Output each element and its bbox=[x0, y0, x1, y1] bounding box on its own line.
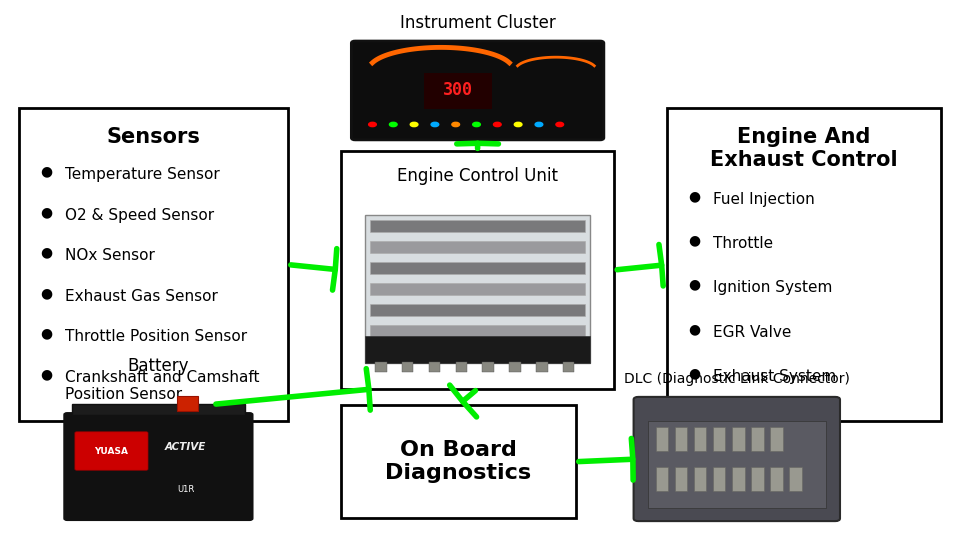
Bar bbox=[694, 427, 707, 451]
Bar bbox=[694, 467, 707, 491]
Bar bbox=[789, 467, 802, 491]
Text: Throttle: Throttle bbox=[713, 236, 774, 251]
Circle shape bbox=[515, 122, 522, 127]
Text: ACTIVE: ACTIVE bbox=[165, 442, 206, 452]
Text: ●: ● bbox=[688, 233, 701, 247]
Text: ●: ● bbox=[40, 165, 53, 179]
Circle shape bbox=[535, 122, 542, 127]
Bar bbox=[713, 467, 726, 491]
Text: ●: ● bbox=[688, 366, 701, 380]
Text: ●: ● bbox=[40, 246, 53, 260]
Bar bbox=[770, 467, 782, 491]
Bar bbox=[371, 262, 585, 274]
Circle shape bbox=[556, 122, 564, 127]
Text: Temperature Sensor: Temperature Sensor bbox=[65, 167, 220, 183]
Text: ●: ● bbox=[40, 286, 53, 300]
Bar bbox=[72, 404, 245, 415]
FancyBboxPatch shape bbox=[351, 41, 604, 140]
Bar bbox=[371, 241, 585, 253]
Text: DLC (Diagnostic Link Connector): DLC (Diagnostic Link Connector) bbox=[624, 372, 850, 386]
Bar bbox=[751, 467, 763, 491]
Text: Battery: Battery bbox=[128, 357, 189, 375]
Bar bbox=[732, 467, 745, 491]
Bar bbox=[371, 304, 585, 316]
Bar bbox=[341, 151, 614, 389]
FancyBboxPatch shape bbox=[75, 432, 148, 470]
FancyBboxPatch shape bbox=[64, 413, 252, 520]
Text: ●: ● bbox=[40, 327, 53, 341]
Bar bbox=[675, 427, 687, 451]
Circle shape bbox=[369, 122, 376, 127]
Bar bbox=[732, 427, 745, 451]
Text: Instrument Cluster: Instrument Cluster bbox=[399, 15, 556, 32]
Bar bbox=[371, 283, 585, 295]
Text: Exhaust Gas Sensor: Exhaust Gas Sensor bbox=[65, 289, 218, 304]
Text: ●: ● bbox=[40, 205, 53, 219]
Text: ●: ● bbox=[688, 322, 701, 336]
Bar bbox=[341, 405, 576, 518]
Circle shape bbox=[452, 122, 460, 127]
Bar bbox=[675, 467, 687, 491]
Text: 300: 300 bbox=[443, 82, 473, 99]
Bar bbox=[371, 346, 585, 358]
Circle shape bbox=[431, 122, 439, 127]
Circle shape bbox=[472, 122, 480, 127]
Text: On Board
Diagnostics: On Board Diagnostics bbox=[385, 440, 532, 483]
Text: Sensors: Sensors bbox=[107, 127, 201, 147]
Circle shape bbox=[493, 122, 501, 127]
Bar bbox=[456, 362, 468, 373]
Text: O2 & Speed Sensor: O2 & Speed Sensor bbox=[65, 208, 214, 223]
Text: EGR Valve: EGR Valve bbox=[713, 325, 792, 340]
Bar bbox=[371, 220, 585, 232]
Bar bbox=[19, 108, 288, 421]
Bar bbox=[371, 325, 585, 337]
Bar bbox=[509, 362, 520, 373]
Bar bbox=[375, 362, 387, 373]
Text: Throttle Position Sensor: Throttle Position Sensor bbox=[65, 329, 248, 345]
Text: U1R: U1R bbox=[178, 485, 194, 495]
Bar bbox=[656, 427, 668, 451]
Bar bbox=[667, 108, 941, 421]
Text: NOx Sensor: NOx Sensor bbox=[65, 248, 156, 264]
Circle shape bbox=[410, 122, 418, 127]
Text: Ignition System: Ignition System bbox=[713, 280, 832, 295]
Text: Engine And
Exhaust Control: Engine And Exhaust Control bbox=[710, 127, 898, 170]
Text: Exhaust System: Exhaust System bbox=[713, 369, 836, 384]
Bar bbox=[366, 336, 589, 363]
Bar bbox=[366, 215, 589, 363]
Bar bbox=[648, 421, 826, 508]
Bar bbox=[177, 396, 198, 411]
Bar bbox=[482, 362, 493, 373]
Text: Fuel Injection: Fuel Injection bbox=[713, 192, 815, 207]
Bar bbox=[423, 73, 492, 109]
Bar bbox=[563, 362, 574, 373]
Bar bbox=[770, 427, 782, 451]
Bar bbox=[656, 467, 668, 491]
Text: YUASA: YUASA bbox=[94, 447, 129, 456]
Text: Crankshaft and Camshaft
Position Sensor: Crankshaft and Camshaft Position Sensor bbox=[65, 370, 260, 402]
Text: ●: ● bbox=[688, 189, 701, 203]
Bar bbox=[402, 362, 414, 373]
Text: ●: ● bbox=[688, 278, 701, 292]
Bar bbox=[536, 362, 547, 373]
Text: ●: ● bbox=[40, 367, 53, 381]
FancyBboxPatch shape bbox=[634, 397, 840, 521]
Circle shape bbox=[390, 122, 397, 127]
Bar bbox=[429, 362, 441, 373]
Bar bbox=[713, 427, 726, 451]
Text: Engine Control Unit: Engine Control Unit bbox=[397, 167, 558, 185]
Bar bbox=[751, 427, 763, 451]
